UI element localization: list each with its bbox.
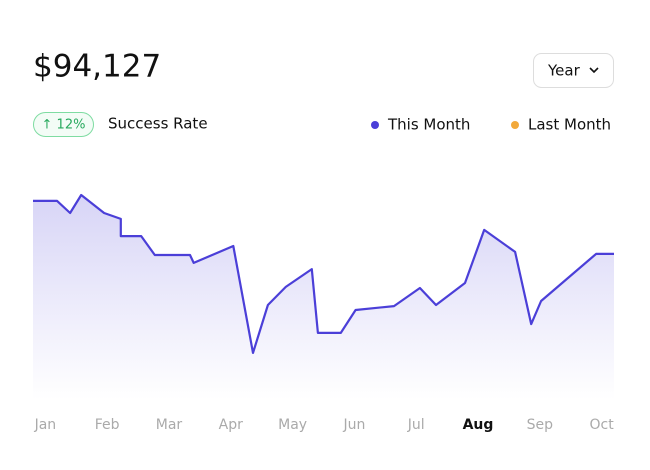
x-tick-label: Sep — [527, 417, 554, 433]
x-tick-label: Aug — [463, 417, 494, 433]
x-tick-label: Apr — [219, 417, 243, 433]
x-tick-label: Feb — [95, 417, 120, 433]
x-tick-label: Jan — [34, 417, 57, 433]
legend-dot — [511, 121, 519, 129]
x-tick-label: Mar — [156, 417, 183, 433]
badge-caption: Success Rate — [108, 115, 208, 133]
x-tick-label: Oct — [590, 417, 615, 433]
area — [33, 195, 614, 400]
amount: $94,127 — [33, 49, 161, 85]
x-tick-label: May — [278, 417, 307, 433]
legend-label: This Month — [387, 116, 470, 134]
x-tick-label: Jun — [342, 417, 365, 433]
badge — [33, 112, 94, 137]
dropdown-label[interactable]: Year — [547, 62, 581, 80]
chevron[interactable] — [589, 67, 599, 74]
line — [33, 193, 614, 354]
dropdown[interactable] — [533, 53, 614, 88]
badge-text: ↑ 12% — [42, 118, 86, 133]
x-tick-label: Jul — [407, 417, 425, 433]
legend-label: Last Month — [528, 116, 611, 134]
legend-dot — [371, 121, 379, 129]
